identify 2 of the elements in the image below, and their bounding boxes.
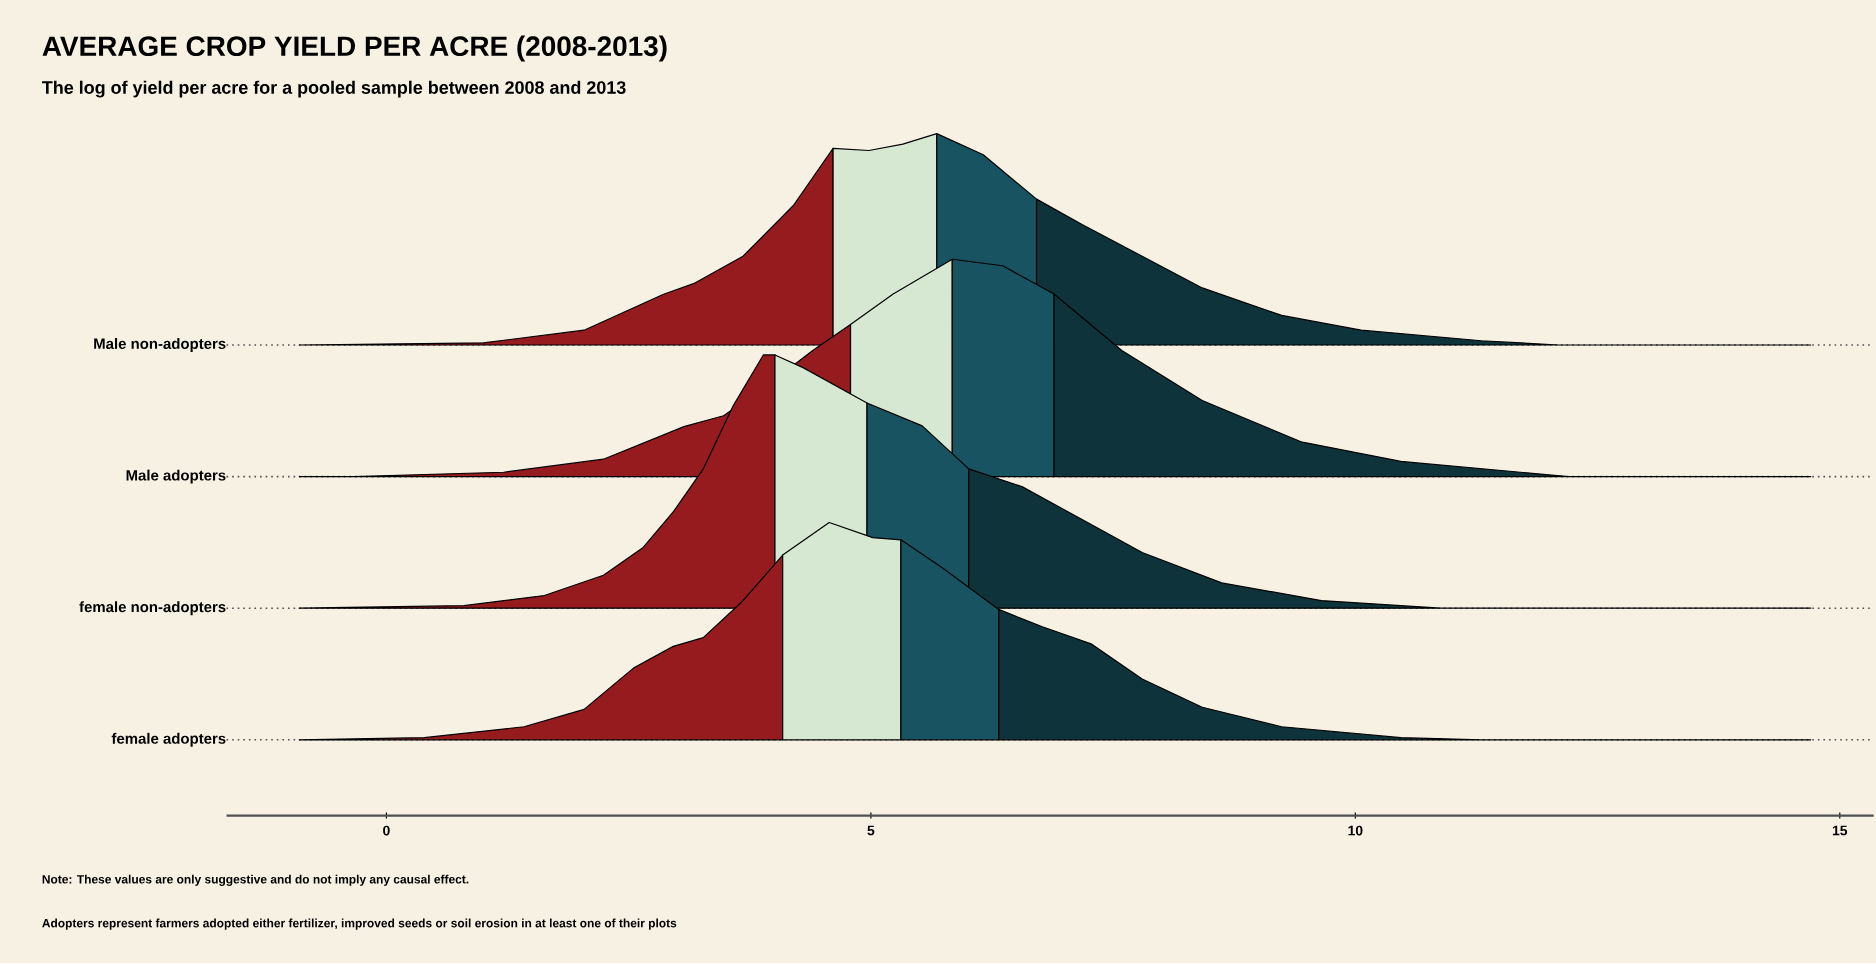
chart-subtitle: The log of yield per acre for a pooled sample between 2008 and 2013 xyxy=(42,81,626,98)
chart-title: AVERAGE CROP YIELD PER ACRE (2008-2013) xyxy=(42,36,667,63)
